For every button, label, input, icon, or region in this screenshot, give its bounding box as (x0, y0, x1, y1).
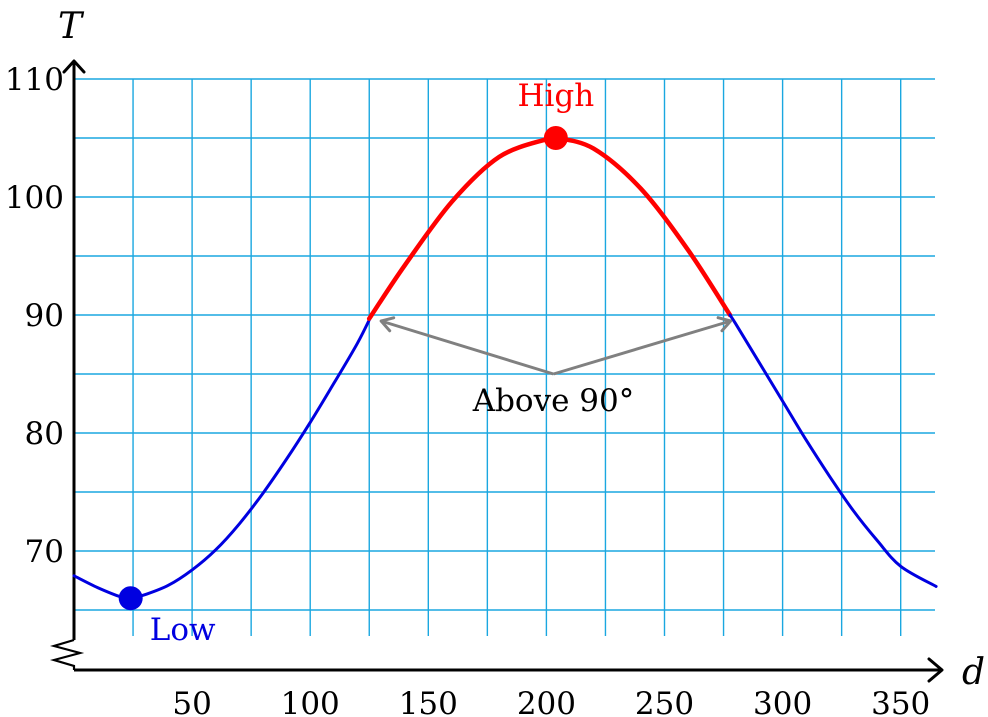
annotation-arrowhead-right (716, 316, 733, 333)
tick-labels: 50 100 150 200 250 300 350 70 80 90 100 110 (5, 62, 930, 717)
y-tick-label: 90 (25, 298, 64, 334)
low-point (118, 586, 143, 611)
x-tick-label: 300 (753, 686, 812, 717)
x-tick-label: 100 (281, 686, 340, 717)
low-label: Low (150, 612, 216, 648)
y-axis-break (49, 638, 85, 670)
x-axis-title: d (962, 652, 985, 693)
annotation-arrow-line (553, 319, 732, 376)
curve-segment-above-90 (366, 134, 733, 321)
annotation-arrowhead-left (379, 316, 396, 333)
x-axis-arrow (927, 657, 944, 683)
curves (72, 134, 938, 600)
high-label: High (517, 78, 594, 114)
axes (49, 59, 944, 683)
annotation: Above 90° (379, 316, 733, 419)
curve-segment-below-90 (728, 313, 938, 588)
grid (74, 78, 935, 636)
points: High Low (118, 78, 594, 648)
annotation-label: Above 90° (472, 383, 635, 419)
high-point (543, 126, 568, 150)
y-tick-label: 80 (25, 416, 64, 452)
x-tick-label: 350 (871, 686, 930, 717)
curve-segment-below-90 (72, 313, 374, 600)
y-tick-label: 110 (5, 62, 64, 98)
y-tick-label: 100 (5, 180, 64, 216)
y-tick-label: 70 (25, 534, 64, 570)
x-tick-label: 50 (172, 686, 211, 717)
x-tick-label: 150 (399, 686, 458, 717)
y-axis-title: T (58, 6, 85, 47)
x-tick-label: 250 (635, 686, 694, 717)
y-axis-arrow (62, 59, 86, 74)
x-tick-label: 200 (517, 686, 576, 717)
annotation-arrow-line (380, 319, 554, 376)
